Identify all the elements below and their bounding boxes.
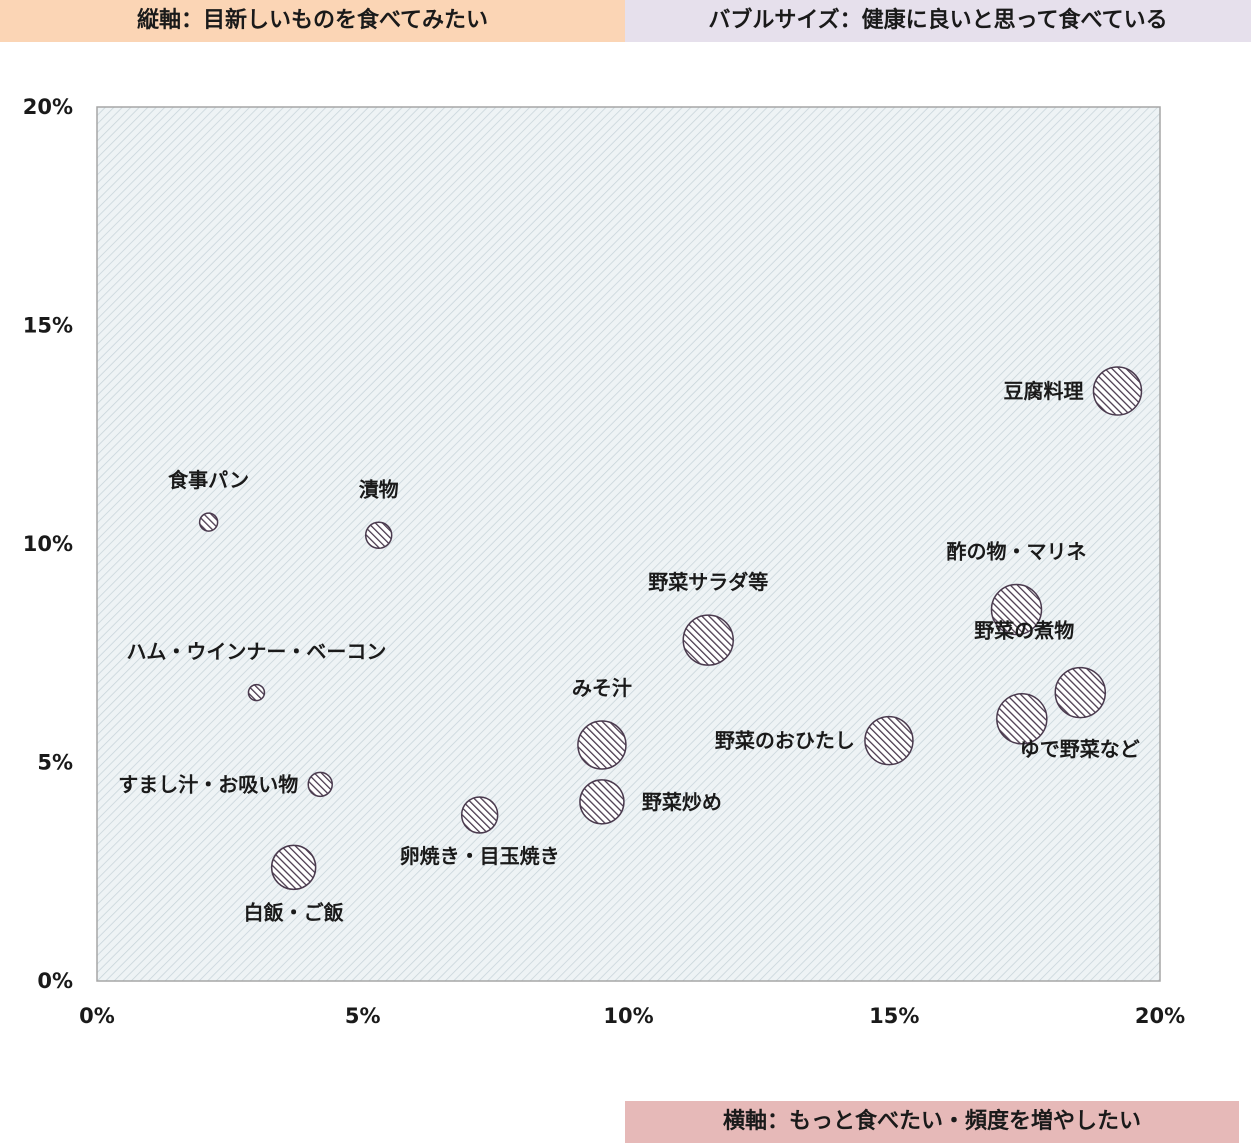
bubble <box>990 583 1043 636</box>
horizontal-axis-legend: 横軸：もっと食べたい・頻度を増やしたい <box>625 1101 1239 1143</box>
bubble <box>460 796 499 834</box>
bubble-label: 食事パン <box>168 468 249 492</box>
bubble-size-legend: バブルサイズ：健康に良いと思って食べている <box>625 0 1251 42</box>
x-axis-ticks: 0% 5% 10% 15% 20% <box>79 1004 1185 1028</box>
bubble-label: 野菜のおひたし <box>715 729 855 753</box>
bubble <box>579 779 625 825</box>
y-tick-label: 20% <box>23 95 73 119</box>
x-tick-label: 0% <box>79 1004 115 1028</box>
y-tick-label: 0% <box>37 969 73 993</box>
bubble <box>247 683 266 702</box>
x-tick-label: 20% <box>1135 1004 1185 1028</box>
plot-area <box>96 106 1161 982</box>
bubble <box>682 614 734 666</box>
x-tick-label: 15% <box>869 1004 919 1028</box>
bubble <box>577 720 627 770</box>
bubble <box>307 771 333 798</box>
vertical-axis-legend: 縦軸：目新しいものを食べてみたい <box>0 0 625 42</box>
x-tick-label: 5% <box>345 1004 381 1028</box>
bubble-label: ゆで野菜など <box>1020 737 1140 761</box>
bubble-label: 酢の物・マリネ <box>946 540 1086 564</box>
bubble-label: ハム・ウインナー・ベーコン <box>126 640 386 664</box>
y-axis-ticks: 0% 5% 10% 15% 20% <box>23 95 73 993</box>
bubble <box>198 512 219 532</box>
bubble <box>864 715 914 766</box>
bubble <box>996 693 1048 745</box>
y-tick-label: 10% <box>23 532 73 556</box>
bubble <box>270 844 317 891</box>
bubble-label: 野菜炒め <box>642 790 722 814</box>
bubble-label: 卵焼き・目玉焼き <box>400 844 560 868</box>
x-tick-label: 10% <box>603 1004 653 1028</box>
bubble <box>1092 366 1143 416</box>
y-tick-label: 5% <box>37 751 73 775</box>
bubble-label: 野菜サラダ等 <box>648 570 768 594</box>
bubble <box>364 521 393 550</box>
bubble-label: 白飯・ご飯 <box>244 900 344 924</box>
bubble <box>1054 666 1107 719</box>
bubble-label: 漬物 <box>359 477 399 501</box>
y-tick-label: 15% <box>23 314 73 338</box>
bubbles <box>198 366 1143 891</box>
bubble-label: すまし汁・お吸い物 <box>118 772 298 796</box>
bubble-label: みそ汁 <box>572 676 632 700</box>
bubble-label: 豆腐料理 <box>1003 379 1083 403</box>
bubble-label: 野菜の煮物 <box>974 619 1074 643</box>
